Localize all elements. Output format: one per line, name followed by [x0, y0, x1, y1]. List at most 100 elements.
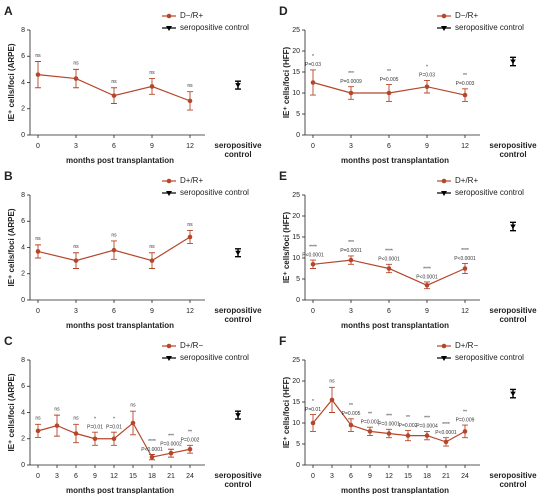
data-point: [73, 76, 79, 81]
x-axis-title: months post transplantation: [66, 486, 174, 494]
y-axis-title: IE⁺ cells/foci (ARPE): [7, 373, 16, 451]
panel-letter: C: [4, 334, 13, 348]
control-label: seropositive: [489, 306, 537, 315]
p-value: P=0.003: [456, 81, 475, 87]
data-point: [310, 80, 316, 85]
x-tick-label: 0: [311, 308, 315, 315]
control-label: control: [224, 480, 251, 489]
p-value: P=0.005: [342, 411, 361, 417]
data-point: [130, 420, 136, 426]
data-point: [348, 90, 354, 96]
significance-label: ns: [54, 406, 60, 412]
legend-marker: [166, 343, 172, 349]
data-point: [35, 72, 41, 77]
legend-control-marker: [166, 26, 172, 31]
panel: E IE⁺ cells/foci (HFF) months post transpl…: [279, 169, 537, 330]
y-axis-title: IE⁺ cells/foci (ARPE): [7, 43, 16, 121]
y-tick-label: 6: [21, 53, 25, 60]
control-point: [510, 224, 516, 229]
data-point: [443, 439, 449, 445]
p-value: P=0.03: [305, 62, 321, 68]
legend-label: D+/R−: [455, 341, 478, 350]
p-value: P=0.0001: [340, 248, 362, 254]
data-point: [386, 266, 392, 271]
control-point: [510, 391, 516, 397]
x-tick-label: 9: [425, 143, 429, 150]
control-label: control: [224, 315, 251, 324]
significance-label: ns: [130, 403, 136, 409]
control-label: control: [224, 150, 251, 159]
control-point: [235, 413, 241, 418]
legend-marker: [166, 178, 172, 184]
data-point: [187, 446, 193, 452]
legend-marker: [441, 343, 447, 349]
y-tick-label: 0: [296, 297, 300, 304]
significance-stars: **: [463, 73, 467, 79]
panel: A IE⁺ cells/foci (ARPE) months post transp…: [4, 4, 262, 165]
x-tick-label: 0: [36, 143, 40, 150]
x-tick-label: 6: [387, 308, 391, 315]
legend-marker: [441, 13, 447, 19]
legend-control-marker: [166, 191, 172, 196]
panel-letter: F: [279, 334, 286, 348]
x-axis-title: months post transplantation: [341, 156, 449, 165]
x-axis-title: months post transplantation: [341, 486, 449, 494]
y-tick-label: 15: [292, 69, 300, 76]
x-tick-label: 3: [330, 473, 334, 480]
data-point: [111, 93, 117, 98]
data-point: [35, 249, 41, 254]
control-label: control: [499, 480, 526, 489]
legend-label: seropositive control: [455, 23, 524, 32]
legend-control-marker: [166, 356, 172, 361]
significance-stars: *: [312, 54, 314, 60]
control-point: [235, 250, 241, 256]
x-tick-label: 6: [112, 143, 116, 150]
x-tick-label: 12: [461, 308, 469, 315]
significance-stars: ***: [348, 71, 354, 77]
control-label: seropositive: [489, 471, 537, 480]
p-value: P<0.0001: [416, 274, 438, 280]
data-point: [54, 423, 60, 428]
x-tick-label: 3: [74, 308, 78, 315]
data-point: [149, 258, 155, 263]
legend-control-marker: [441, 191, 447, 196]
x-axis-title: months post transplantation: [66, 156, 174, 165]
significance-stars: *: [312, 399, 314, 405]
data-point: [462, 429, 468, 434]
significance-label: ns: [35, 236, 41, 242]
x-tick-label: 12: [186, 308, 194, 315]
legend-label: seropositive control: [180, 188, 249, 197]
panel-letter: D: [279, 4, 288, 18]
data-point: [424, 433, 430, 438]
control-label: seropositive: [214, 141, 262, 150]
data-point: [329, 397, 335, 403]
panel: F IE⁺ cells/foci (HFF) months post transpl…: [279, 334, 537, 494]
y-tick-label: 10: [292, 255, 300, 262]
legend-label: seropositive control: [455, 353, 524, 362]
y-axis-title: IE⁺ cells/foci (HFF): [282, 211, 291, 283]
significance-label: ns: [73, 244, 79, 250]
y-tick-label: 0: [296, 132, 300, 139]
p-value: P=0.009: [456, 417, 475, 423]
p-value: P=0.002: [361, 420, 380, 426]
x-tick-label: 18: [423, 473, 431, 480]
y-tick-label: 4: [21, 79, 25, 86]
legend-control-marker: [441, 26, 447, 31]
legend-marker: [441, 178, 447, 184]
y-tick-label: 25: [292, 27, 300, 34]
data-point: [462, 266, 468, 271]
data-point: [405, 433, 411, 438]
x-tick-label: 9: [368, 473, 372, 480]
significance-label: ns: [149, 70, 155, 76]
x-tick-label: 6: [387, 143, 391, 150]
y-tick-label: 20: [292, 378, 300, 385]
x-tick-label: 12: [461, 143, 469, 150]
significance-stars: **: [188, 430, 192, 436]
p-value: P=0.0004: [416, 424, 438, 430]
significance-stars: ****: [385, 249, 393, 255]
x-axis-title: months post transplantation: [66, 321, 174, 330]
legend-control-marker: [441, 356, 447, 361]
control-label: control: [499, 150, 526, 159]
control-label: seropositive: [214, 306, 262, 315]
data-point: [367, 429, 373, 434]
